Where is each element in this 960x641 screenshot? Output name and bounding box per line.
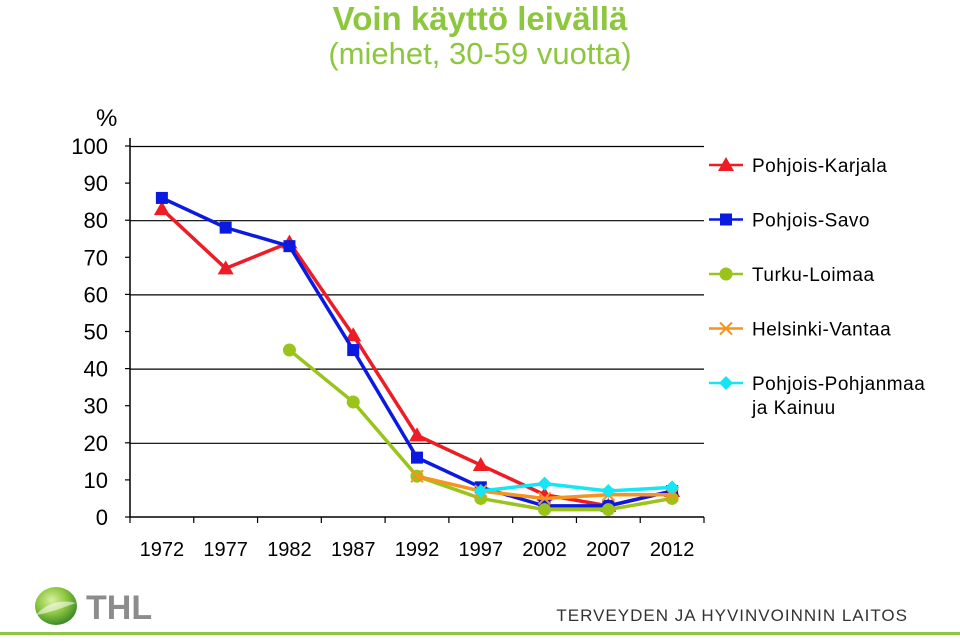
y-axis-ticks: 0 10 20 30 40 50 60 70 80 90 100 bbox=[71, 134, 130, 530]
leaf-icon bbox=[36, 601, 76, 615]
axes bbox=[129, 138, 704, 518]
legend-label: Pohjois-Karjala bbox=[752, 156, 887, 177]
legend-label: Pohjois-Pohjanmaa ja Kainuu bbox=[751, 374, 925, 419]
data-point-marker bbox=[411, 451, 423, 464]
x-tick-label: 1997 bbox=[459, 539, 504, 561]
x-tick-label: 1992 bbox=[395, 539, 440, 561]
x-tick-label: 1987 bbox=[331, 539, 376, 561]
y-tick-label: 60 bbox=[84, 282, 108, 307]
organization-name: TERVEYDEN JA HYVINVOINNIN LAITOS bbox=[556, 606, 908, 625]
x-tick-label: 2007 bbox=[586, 539, 631, 561]
x-tick-label: 2002 bbox=[522, 539, 567, 561]
series-pohjois-karjala bbox=[153, 201, 681, 512]
y-tick-label: 50 bbox=[84, 320, 108, 345]
y-tick-label: 80 bbox=[84, 208, 108, 233]
y-tick-label: 70 bbox=[84, 245, 108, 270]
data-point-marker bbox=[538, 503, 552, 517]
y-tick-label: 20 bbox=[84, 431, 108, 456]
legend-label: Pohjois-Savo bbox=[752, 211, 870, 232]
x-axis-ticks: 1972 1977 1982 1987 1992 1997 2002 2007 2012 bbox=[129, 517, 705, 561]
legend-label: Helsinki-Vantaa bbox=[752, 320, 891, 341]
y-tick-label: 40 bbox=[84, 357, 108, 382]
data-point-marker bbox=[601, 503, 615, 517]
data-point-marker bbox=[537, 476, 552, 491]
logo-text: THL bbox=[86, 589, 152, 627]
data-point-marker bbox=[472, 457, 489, 472]
legend-item: Pohjois-Pohjanmaa ja Kainuu bbox=[709, 374, 925, 419]
legend-item: Turku-Loimaa bbox=[709, 265, 875, 286]
series-line bbox=[480, 481, 673, 493]
series-pohjois-pohjanmaa-ja-kainuu bbox=[473, 476, 680, 499]
data-point-marker bbox=[217, 260, 234, 275]
legend-item: Pohjois-Savo bbox=[709, 211, 870, 232]
y-tick-label: 90 bbox=[84, 171, 108, 196]
y-axis-unit: % bbox=[96, 105, 117, 132]
data-point-marker bbox=[409, 427, 425, 442]
legend-item: Pohjois-Karjala bbox=[709, 156, 887, 177]
data-point-marker bbox=[537, 491, 552, 506]
y-tick-label: 10 bbox=[84, 468, 108, 493]
data-point-marker bbox=[153, 201, 170, 216]
data-point-marker bbox=[719, 376, 733, 390]
series-pohjois-savo bbox=[155, 191, 679, 512]
data-point-marker bbox=[345, 327, 362, 342]
data-point-marker bbox=[719, 321, 733, 336]
thl-logo: THL bbox=[32, 585, 172, 634]
series-group bbox=[153, 191, 681, 517]
y-tick-label: 30 bbox=[84, 394, 108, 419]
x-tick-label: 1972 bbox=[140, 539, 185, 561]
series-helsinki-vantaa bbox=[410, 469, 679, 506]
x-tick-label: 1982 bbox=[267, 539, 312, 561]
data-point-marker bbox=[282, 343, 296, 357]
legend-label: Turku-Loimaa bbox=[752, 265, 875, 286]
chart-title: Voin käyttö leivällä bbox=[332, 0, 628, 37]
grid-lines bbox=[130, 145, 704, 444]
data-point-marker bbox=[719, 267, 733, 281]
chart-subtitle: (miehet, 30-59 vuotta) bbox=[328, 36, 632, 71]
x-tick-label: 2012 bbox=[650, 539, 695, 561]
data-point-marker bbox=[665, 488, 679, 502]
data-point-marker bbox=[665, 480, 680, 495]
data-point-marker bbox=[720, 213, 732, 226]
data-point-marker bbox=[219, 221, 232, 234]
data-point-marker bbox=[283, 240, 296, 253]
y-tick-label: 0 bbox=[96, 505, 108, 530]
footer-divider bbox=[0, 632, 960, 635]
y-tick-label: 100 bbox=[71, 134, 108, 159]
legend: Pohjois-Karjala Pohjois-Savo Turku-Loimaa H… bbox=[709, 156, 925, 419]
data-point-marker bbox=[347, 344, 360, 357]
x-tick-label: 1977 bbox=[203, 539, 248, 561]
data-point-marker bbox=[718, 157, 734, 171]
data-point-marker bbox=[346, 395, 360, 409]
data-point-marker bbox=[473, 484, 488, 499]
data-point-marker bbox=[601, 484, 616, 499]
data-point-marker bbox=[155, 191, 168, 204]
legend-item: Helsinki-Vantaa bbox=[709, 320, 891, 341]
data-point-marker bbox=[410, 469, 424, 483]
